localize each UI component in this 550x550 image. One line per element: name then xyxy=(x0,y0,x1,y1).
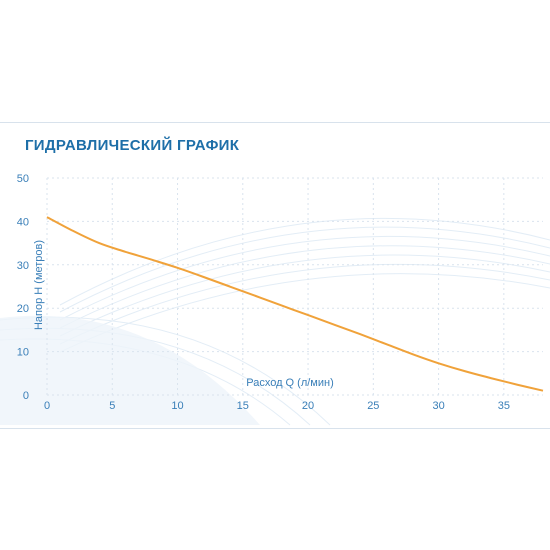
y-tick-label: 20 xyxy=(17,303,29,315)
x-tick-label: 0 xyxy=(44,400,50,412)
chart-title: ГИДРАВЛИЧЕСКИЙ ГРАФИК xyxy=(25,137,240,154)
x-axis-label: Расход Q (л/мин) xyxy=(246,377,334,389)
y-tick-label: 50 xyxy=(17,173,29,185)
x-tick-label: 20 xyxy=(302,400,314,412)
x-tick-label: 15 xyxy=(237,400,249,412)
y-tick-label: 30 xyxy=(17,260,29,272)
y-tick-label: 0 xyxy=(23,390,29,402)
x-tick-label: 10 xyxy=(171,400,183,412)
x-tick-label: 30 xyxy=(432,400,444,412)
x-tick-label: 35 xyxy=(498,400,510,412)
pump-curve-line xyxy=(46,216,544,392)
x-tick-label: 25 xyxy=(367,400,379,412)
y-axis-label: Напор H (метров) xyxy=(33,240,45,330)
y-tick-label: 10 xyxy=(17,347,29,359)
x-tick-label: 5 xyxy=(109,400,115,412)
background-wave xyxy=(0,315,260,425)
tick-labels: 0 10 20 30 40 50 0 5 10 15 20 25 30 35 xyxy=(17,173,510,412)
curve-layer xyxy=(46,216,544,392)
grid xyxy=(46,177,543,396)
y-tick-label: 40 xyxy=(17,216,29,228)
